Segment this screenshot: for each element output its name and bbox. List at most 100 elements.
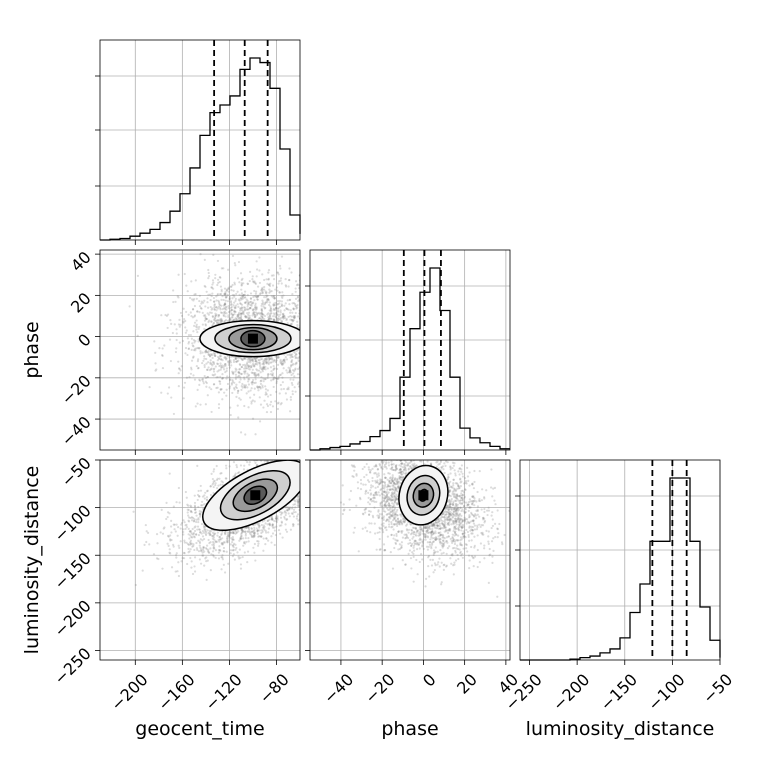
sample-point: [257, 526, 261, 529]
sample-point: [214, 314, 217, 318]
sample-point: [225, 305, 228, 308]
sample-point: [265, 460, 269, 463]
sample-point: [239, 363, 242, 367]
sample-point: [198, 383, 201, 386]
sample-point: [215, 306, 218, 309]
sample-point: [229, 318, 232, 322]
sample-point: [249, 366, 252, 369]
sample-point: [244, 384, 248, 387]
sample-point: [262, 360, 265, 363]
sample-point: [242, 370, 246, 373]
sample-point: [237, 371, 240, 374]
sample-point: [214, 541, 217, 544]
sample-point: [174, 300, 177, 303]
sample-point: [198, 540, 201, 543]
sample-point: [241, 295, 244, 298]
sample-point: [222, 267, 225, 270]
sample-point: [221, 377, 224, 380]
sample-point: [276, 355, 280, 358]
sample-point: [282, 312, 285, 316]
sample-point: [272, 318, 276, 321]
sample-point: [228, 465, 231, 468]
sample-point: [273, 519, 276, 523]
sample-point: [240, 365, 243, 369]
sample-point: [221, 537, 224, 540]
sample-point: [221, 359, 224, 362]
sample-point: [233, 295, 236, 298]
sample-point: [240, 372, 243, 375]
sample-point: [292, 515, 296, 518]
sample-point: [208, 551, 211, 554]
sample-point: [264, 391, 267, 394]
sample-point: [298, 508, 300, 512]
sample-point: [222, 314, 225, 318]
sample-point: [271, 525, 274, 528]
sample-point: [279, 383, 282, 387]
sample-point: [296, 323, 299, 327]
sample-point: [218, 540, 221, 543]
sample-point: [241, 555, 244, 559]
sample-point: [241, 530, 244, 534]
sample-point: [261, 312, 264, 315]
sample-point: [242, 311, 245, 314]
sample-point: [225, 467, 228, 470]
sample-point: [219, 472, 222, 475]
sample-point: [257, 524, 260, 527]
sample-point: [207, 361, 210, 364]
sample-point: [250, 527, 253, 531]
sample-point: [239, 376, 242, 379]
sample-point: [297, 295, 300, 298]
sample-point: [281, 313, 284, 316]
sample-point: [136, 334, 139, 337]
sample-point: [191, 536, 194, 539]
sample-point: [208, 542, 211, 545]
sample-point: [194, 293, 197, 296]
sample-point: [263, 307, 266, 310]
sample-point: [275, 525, 278, 528]
sample-point: [227, 286, 231, 289]
sample-point: [177, 486, 180, 490]
sample-point: [211, 534, 214, 537]
sample-point: [261, 291, 264, 294]
sample-point: [254, 374, 258, 377]
sample-point: [253, 534, 256, 537]
sample-point: [167, 386, 171, 389]
sample-point: [236, 356, 239, 359]
sample-point: [224, 364, 227, 367]
sample-point: [213, 547, 216, 550]
sample-point: [226, 287, 229, 290]
sample-point: [271, 374, 274, 377]
sample-point: [250, 530, 253, 533]
sample-point: [269, 312, 272, 315]
sample-point: [213, 303, 216, 306]
sample-point: [257, 522, 261, 525]
sample-point: [277, 356, 280, 359]
sample-point: [251, 358, 254, 361]
sample-point: [272, 278, 276, 281]
sample-point: [187, 333, 191, 337]
sample-point: [247, 390, 250, 393]
sample-point: [212, 533, 216, 537]
sample-point: [241, 386, 244, 389]
histogram-geocent_time: [100, 57, 301, 241]
sample-point: [183, 521, 186, 524]
sample-point: [215, 376, 218, 379]
sample-point: [251, 278, 254, 281]
sample-point: [251, 309, 255, 312]
sample-point: [298, 298, 300, 301]
sample-point: [265, 357, 268, 361]
sample-point: [205, 548, 208, 551]
sample-point: [240, 278, 243, 282]
sample-point: [172, 412, 176, 416]
sample-point: [253, 280, 256, 283]
sample-point: [273, 297, 276, 300]
sample-point: [240, 282, 243, 285]
sample-point: [271, 532, 275, 535]
sample-point: [211, 283, 214, 286]
sample-point: [212, 482, 215, 485]
sample-point: [208, 319, 211, 322]
sample-point: [298, 284, 300, 287]
sample-point: [156, 542, 159, 545]
sample-point: [268, 301, 271, 304]
sample-point: [264, 306, 267, 309]
